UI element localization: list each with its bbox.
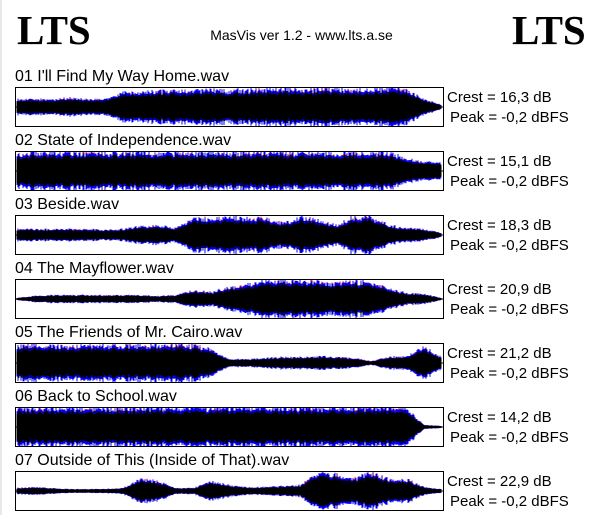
crest-value: Crest = 18,3 dB <box>447 217 552 234</box>
waveform <box>15 87 444 127</box>
track: 07 Outside of This (Inside of That).wav … <box>0 452 603 516</box>
waveform <box>15 407 444 447</box>
track-title: 03 Beside.wav <box>15 196 120 213</box>
crest-value: Crest = 21,2 dB <box>447 345 552 362</box>
peak-value: Peak = -0,2 dBFS <box>450 237 569 254</box>
track-title: 02 State of Independence.wav <box>15 132 232 149</box>
track: 04 The Mayflower.wav Crest = 20,9 dB Pea… <box>0 260 603 324</box>
app-title: MasVis ver 1.2 - www.lts.a.se <box>210 27 393 43</box>
track: 06 Back to School.wav Crest = 14,2 dB Pe… <box>0 388 603 452</box>
track-title: 01 I'll Find My Way Home.wav <box>15 68 230 85</box>
track-title: 06 Back to School.wav <box>15 388 177 405</box>
waveform <box>15 279 444 319</box>
peak-value: Peak = -0,2 dBFS <box>450 429 569 446</box>
track-title: 04 The Mayflower.wav <box>15 260 174 277</box>
waveform <box>15 471 444 511</box>
crest-value: Crest = 16,3 dB <box>447 89 552 106</box>
track: 03 Beside.wav Crest = 18,3 dB Peak = -0,… <box>0 196 603 260</box>
track-title: 07 Outside of This (Inside of That).wav <box>15 452 290 469</box>
crest-value: Crest = 15,1 dB <box>447 153 552 170</box>
track: 05 The Friends of Mr. Cairo.wav Crest = … <box>0 324 603 388</box>
peak-value: Peak = -0,2 dBFS <box>450 365 569 382</box>
lts-logo-right: LTS <box>512 7 586 53</box>
peak-value: Peak = -0,2 dBFS <box>450 493 569 510</box>
crest-value: Crest = 20,9 dB <box>447 281 552 298</box>
waveform <box>15 151 444 191</box>
crest-value: Crest = 22,9 dB <box>447 473 552 490</box>
window-edge <box>0 0 2 515</box>
waveform <box>15 343 444 383</box>
peak-value: Peak = -0,2 dBFS <box>450 301 569 318</box>
crest-value: Crest = 14,2 dB <box>447 409 552 426</box>
peak-value: Peak = -0,2 dBFS <box>450 109 569 126</box>
peak-value: Peak = -0,2 dBFS <box>450 173 569 190</box>
track: 01 I'll Find My Way Home.wav Crest = 16,… <box>0 68 603 132</box>
track: 02 State of Independence.wav Crest = 15,… <box>0 132 603 196</box>
track-title: 05 The Friends of Mr. Cairo.wav <box>15 324 243 341</box>
waveform <box>15 215 444 255</box>
lts-logo-left: LTS <box>17 7 91 53</box>
